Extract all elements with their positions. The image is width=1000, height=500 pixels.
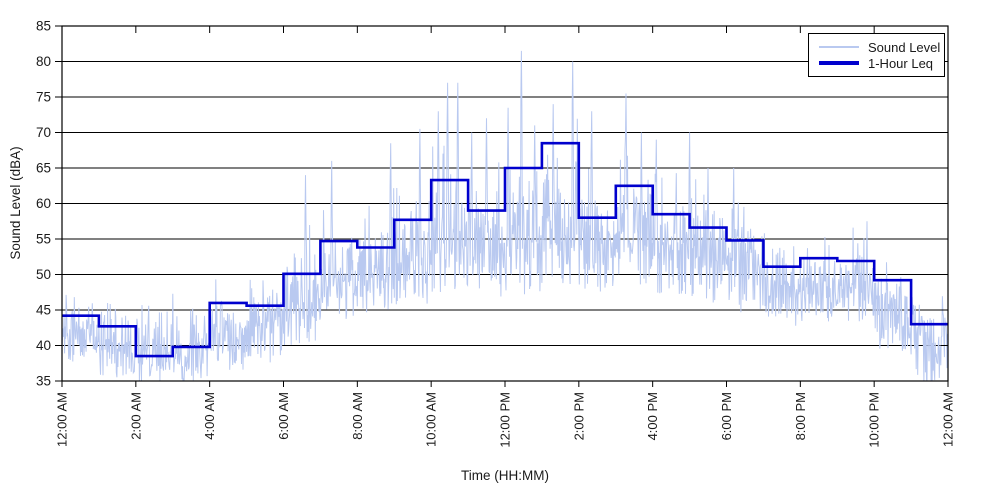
x-tick-label: 4:00 PM	[645, 392, 660, 440]
y-tick-label: 45	[36, 303, 51, 318]
sound-level-line-swatch	[819, 46, 859, 48]
x-tick-label: 8:00 AM	[350, 392, 365, 440]
leq-step-line	[62, 141, 948, 358]
x-tick-label: 6:00 PM	[719, 392, 734, 440]
leq-line-swatch	[819, 61, 859, 65]
sound-level-trace	[62, 50, 948, 381]
x-tick-label: 12:00 AM	[55, 392, 70, 447]
chart-legend: Sound Level 1-Hour Leq	[808, 33, 945, 77]
x-tick-label: 6:00 AM	[276, 392, 291, 440]
x-tick-label: 8:00 PM	[793, 392, 808, 440]
y-tick-label: 55	[36, 232, 51, 247]
y-tick-label: 40	[36, 338, 51, 353]
y-tick-label: 50	[36, 267, 51, 282]
x-axis-title: Time (HH:MM)	[461, 468, 549, 483]
y-axis-title: Sound Level (dBA)	[8, 146, 23, 260]
legend-label-sound-level: Sound Level	[868, 39, 941, 55]
legend-item-leq: 1-Hour Leq	[819, 55, 938, 71]
legend-label-leq: 1-Hour Leq	[868, 55, 934, 71]
x-tick-label: 2:00 AM	[128, 392, 143, 440]
legend-item-sound-level: Sound Level	[819, 39, 941, 55]
x-tick-label: 10:00 AM	[424, 392, 439, 447]
x-tick-label: 2:00 PM	[571, 392, 586, 440]
x-tick-label: 12:00 AM	[941, 392, 956, 447]
y-tick-label: 75	[36, 90, 51, 105]
y-tick-label: 35	[36, 374, 51, 389]
x-tick-label: 4:00 AM	[202, 392, 217, 440]
y-tick-label: 60	[36, 196, 51, 211]
y-tick-label: 65	[36, 161, 51, 176]
x-tick-label: 12:00 PM	[498, 392, 513, 448]
y-tick-label: 85	[36, 19, 51, 34]
x-tick-label: 10:00 PM	[867, 392, 882, 448]
y-tick-label: 70	[36, 125, 51, 140]
y-tick-label: 80	[36, 54, 51, 69]
